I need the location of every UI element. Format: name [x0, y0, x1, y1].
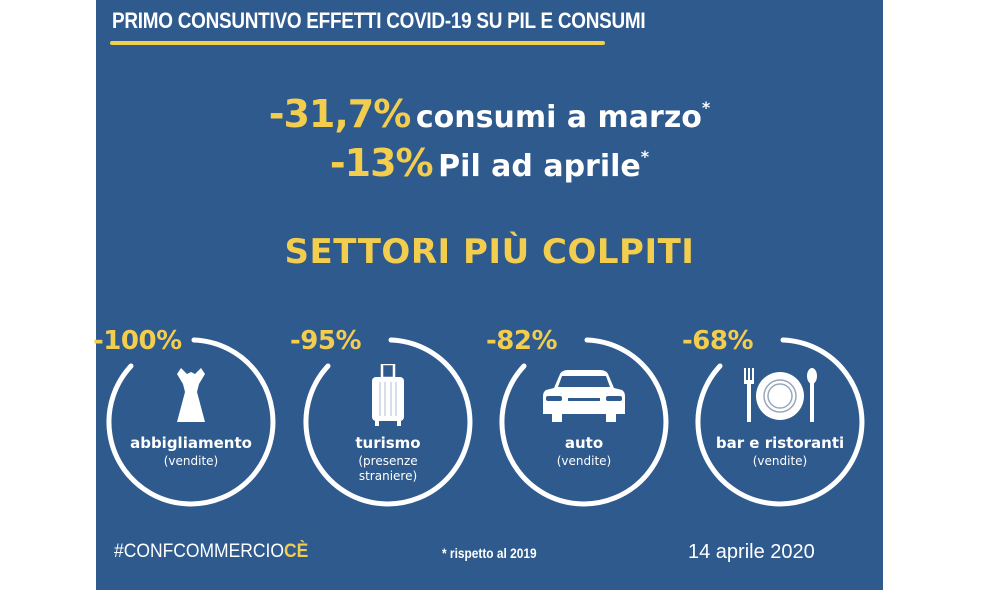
ring-arc-icon [106, 337, 276, 507]
suitcase-icon [372, 364, 404, 426]
plate-cutlery-icon [744, 368, 817, 422]
sector-bar-ristoranti: -68% bar e ristoranti (vendite) [682, 326, 872, 514]
publication-date: 14 aprile 2020 [688, 541, 815, 563]
headline-value: -31,7% [268, 92, 412, 136]
headline-consumi: -31,7% consumi a marzo* [96, 92, 883, 136]
sector-name: auto [564, 434, 604, 452]
headline-label: Pil ad aprile [438, 149, 641, 184]
sector-turismo: -95% turismo (presenze straniere) [290, 326, 480, 514]
car-icon [543, 370, 625, 422]
hashtag-accent: CÈ [283, 541, 309, 562]
footnote: * rispetto al 2019 [442, 545, 537, 561]
sector-value: -68% [682, 326, 754, 356]
dress-icon [177, 368, 205, 422]
headline-value: -13% [329, 141, 434, 185]
hashtag-main: #CONFCOMMERCIO [114, 541, 284, 562]
sector-subtitle: (vendite) [163, 454, 219, 468]
sector-subtitle: (presenze straniere) [358, 454, 418, 483]
sector-name: bar e ristoranti [715, 434, 845, 452]
headline-label: consumi a marzo [415, 100, 702, 135]
hashtag: #CONFCOMMERCIOCÈ [114, 541, 308, 563]
sector-value: -82% [486, 326, 558, 356]
title-underline [110, 41, 605, 45]
sector-value: -100% [93, 326, 182, 356]
footnote-marker: * [640, 147, 650, 166]
sector-name: abbigliamento [130, 434, 252, 452]
headline-pil: -13% Pil ad aprile* [96, 141, 883, 185]
sector-subtitle: (vendite) [752, 454, 808, 468]
sector-name: turismo [355, 434, 421, 452]
page-title: PRIMO CONSUNTIVO EFFETTI COVID-19 SU PIL… [112, 8, 646, 33]
ring-arc-icon [695, 337, 865, 507]
ring-arc-icon [303, 337, 473, 507]
section-title: SETTORI PIÙ COLPITI [284, 232, 695, 272]
footnote-marker: * [701, 98, 711, 117]
sector-value: -95% [290, 326, 362, 356]
infographic-panel [96, 0, 883, 590]
ring-arc-icon [499, 337, 669, 507]
sector-abbigliamento: -100% abbigliamento (vendite) [93, 326, 283, 514]
sector-subtitle: (vendite) [556, 454, 612, 468]
sector-auto: -82% auto (vendite) [486, 326, 676, 514]
